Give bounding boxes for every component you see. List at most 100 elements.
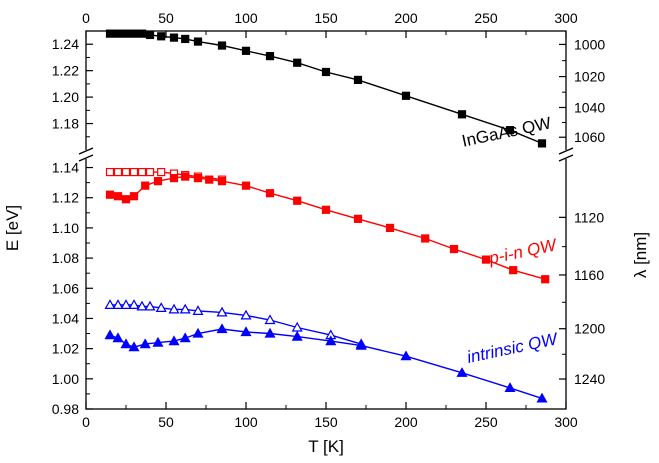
- data-point: [353, 214, 363, 223]
- data-point: [104, 299, 116, 309]
- data-point: [104, 329, 116, 340]
- data-point: [145, 30, 155, 40]
- y2-axis-title: λ [nm]: [631, 232, 650, 278]
- data-point: [145, 167, 155, 177]
- data-point: [457, 110, 467, 119]
- y-tick-label: 1.00: [52, 371, 79, 387]
- series-2: [105, 172, 550, 284]
- data-point: [137, 167, 147, 177]
- data-point: [353, 75, 363, 85]
- data-point: [157, 167, 166, 177]
- x-tick-label-top: 250: [474, 10, 498, 26]
- series-line: [110, 32, 543, 145]
- y-tick-label: 1.04: [52, 310, 79, 326]
- data-point: [321, 67, 331, 77]
- axis-break-left: [78, 147, 94, 162]
- data-point: [112, 299, 124, 309]
- y-tick-label: 1.12: [52, 190, 79, 206]
- data-point: [355, 339, 367, 350]
- data-point: [139, 338, 151, 349]
- data-point: [144, 300, 156, 311]
- data-point: [121, 29, 131, 38]
- data-point: [504, 382, 516, 392]
- x-tick-label-top: 300: [554, 10, 578, 26]
- data-point: [421, 234, 430, 243]
- x-tick-label-top: 0: [82, 10, 90, 26]
- series-line: [110, 304, 362, 345]
- data-point: [217, 41, 227, 50]
- series-line: [109, 175, 546, 280]
- data-point: [241, 46, 251, 55]
- data-point: [192, 327, 204, 338]
- y-tick-label: 0.98: [52, 401, 79, 417]
- data-point: [217, 177, 227, 186]
- series-layer: [104, 29, 550, 403]
- y-tick-label: 1.22: [52, 63, 79, 79]
- x-axis-title: T [K]: [308, 437, 344, 456]
- y-tick-label: 1.08: [52, 250, 79, 266]
- data-point: [169, 33, 179, 42]
- y-axis-title: E [eV]: [3, 205, 22, 251]
- data-point: [509, 266, 518, 275]
- data-point: [112, 332, 124, 343]
- data-point: [141, 181, 150, 190]
- data-point: [264, 314, 276, 325]
- data-point: [113, 167, 123, 177]
- y-tick-label: 1.14: [52, 160, 79, 176]
- data-point: [179, 332, 191, 343]
- data-point: [129, 29, 139, 38]
- axis-break-right: [558, 147, 574, 162]
- x-tick-label-bottom: 150: [314, 414, 338, 430]
- data-point: [193, 37, 203, 46]
- data-point: [181, 172, 190, 181]
- data-point: [128, 341, 140, 352]
- data-point: [456, 367, 468, 377]
- data-point: [121, 195, 131, 204]
- data-point: [153, 177, 163, 186]
- data-point: [240, 326, 252, 337]
- data-point: [400, 350, 412, 361]
- data-point: [264, 327, 276, 338]
- x-tick-label-top: 50: [158, 10, 174, 26]
- data-point: [293, 196, 302, 205]
- data-point: [293, 58, 302, 67]
- series-4: [104, 323, 548, 403]
- data-point: [136, 300, 148, 311]
- data-point: [121, 167, 131, 177]
- data-point: [193, 174, 203, 183]
- data-point: [505, 126, 515, 135]
- data-point: [481, 255, 491, 264]
- y2-tick-label: 1060: [574, 129, 605, 145]
- data-point: [241, 181, 251, 190]
- y-tick-label: 1.18: [52, 116, 79, 132]
- data-point: [205, 175, 214, 184]
- data-point: [321, 205, 331, 214]
- series-1: [105, 167, 227, 184]
- data-point: [265, 189, 275, 198]
- x-tick-label-top: 150: [314, 10, 338, 26]
- data-point: [449, 244, 459, 254]
- data-point: [179, 303, 191, 314]
- x-tick-label-bottom: 200: [394, 414, 418, 430]
- data-point: [385, 223, 395, 233]
- y2-tick-label: 1160: [574, 267, 604, 283]
- x-tick-label-bottom: 100: [234, 414, 258, 430]
- x-tick-label-bottom: 0: [82, 414, 90, 430]
- data-point: [541, 275, 550, 284]
- data-point: [155, 302, 167, 312]
- y-tick-label: 1.20: [52, 89, 79, 105]
- data-point: [168, 303, 180, 314]
- data-point: [537, 139, 547, 148]
- data-point: [536, 392, 548, 403]
- series-0: [105, 29, 547, 148]
- y2-tick-label: 1120: [574, 209, 604, 225]
- y-tick-label: 1.06: [52, 280, 79, 296]
- data-point: [129, 167, 139, 177]
- data-point: [105, 190, 115, 199]
- y2-tick-label: 1020: [574, 69, 605, 85]
- y2-tick-label: 1240: [574, 371, 605, 387]
- data-point: [113, 192, 123, 201]
- data-point: [152, 336, 164, 347]
